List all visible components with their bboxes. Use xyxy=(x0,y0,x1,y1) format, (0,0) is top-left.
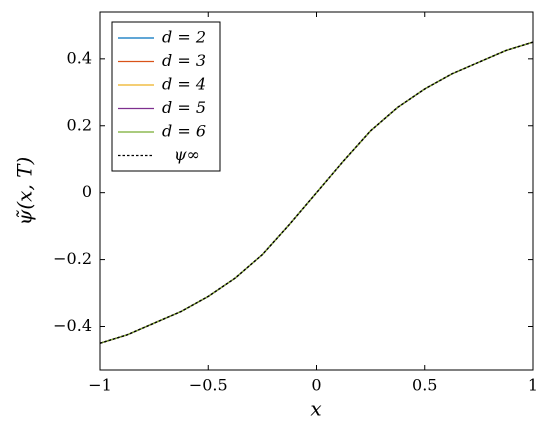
y-tick-label: 0 xyxy=(82,182,92,201)
x-tick-label: 1 xyxy=(528,376,538,395)
x-tick-label: −0.5 xyxy=(189,376,228,395)
plot-frame xyxy=(99,11,534,371)
y-tick-label: −0.2 xyxy=(53,249,92,268)
legend-label: d = 3 xyxy=(162,51,206,70)
y-axis-label: ψ̃(x, T) xyxy=(13,157,37,226)
legend-label: d = 2 xyxy=(162,28,206,47)
legend-label: d = 6 xyxy=(162,122,206,141)
legend-label: d = 5 xyxy=(162,98,206,117)
legend-label: d = 4 xyxy=(162,75,206,94)
x-tick-label: −1 xyxy=(88,376,112,395)
x-tick-label: 0.5 xyxy=(412,376,437,395)
legend-box xyxy=(111,21,221,172)
y-tick-label: 0.2 xyxy=(67,115,92,134)
x-axis-label: x xyxy=(310,397,321,421)
y-tick-label: −0.4 xyxy=(53,316,92,335)
y-tick-label: 0.4 xyxy=(67,48,92,67)
x-tick-label: 0 xyxy=(311,376,321,395)
series-line xyxy=(99,41,534,344)
legend-label: ψ∞ xyxy=(174,145,200,164)
